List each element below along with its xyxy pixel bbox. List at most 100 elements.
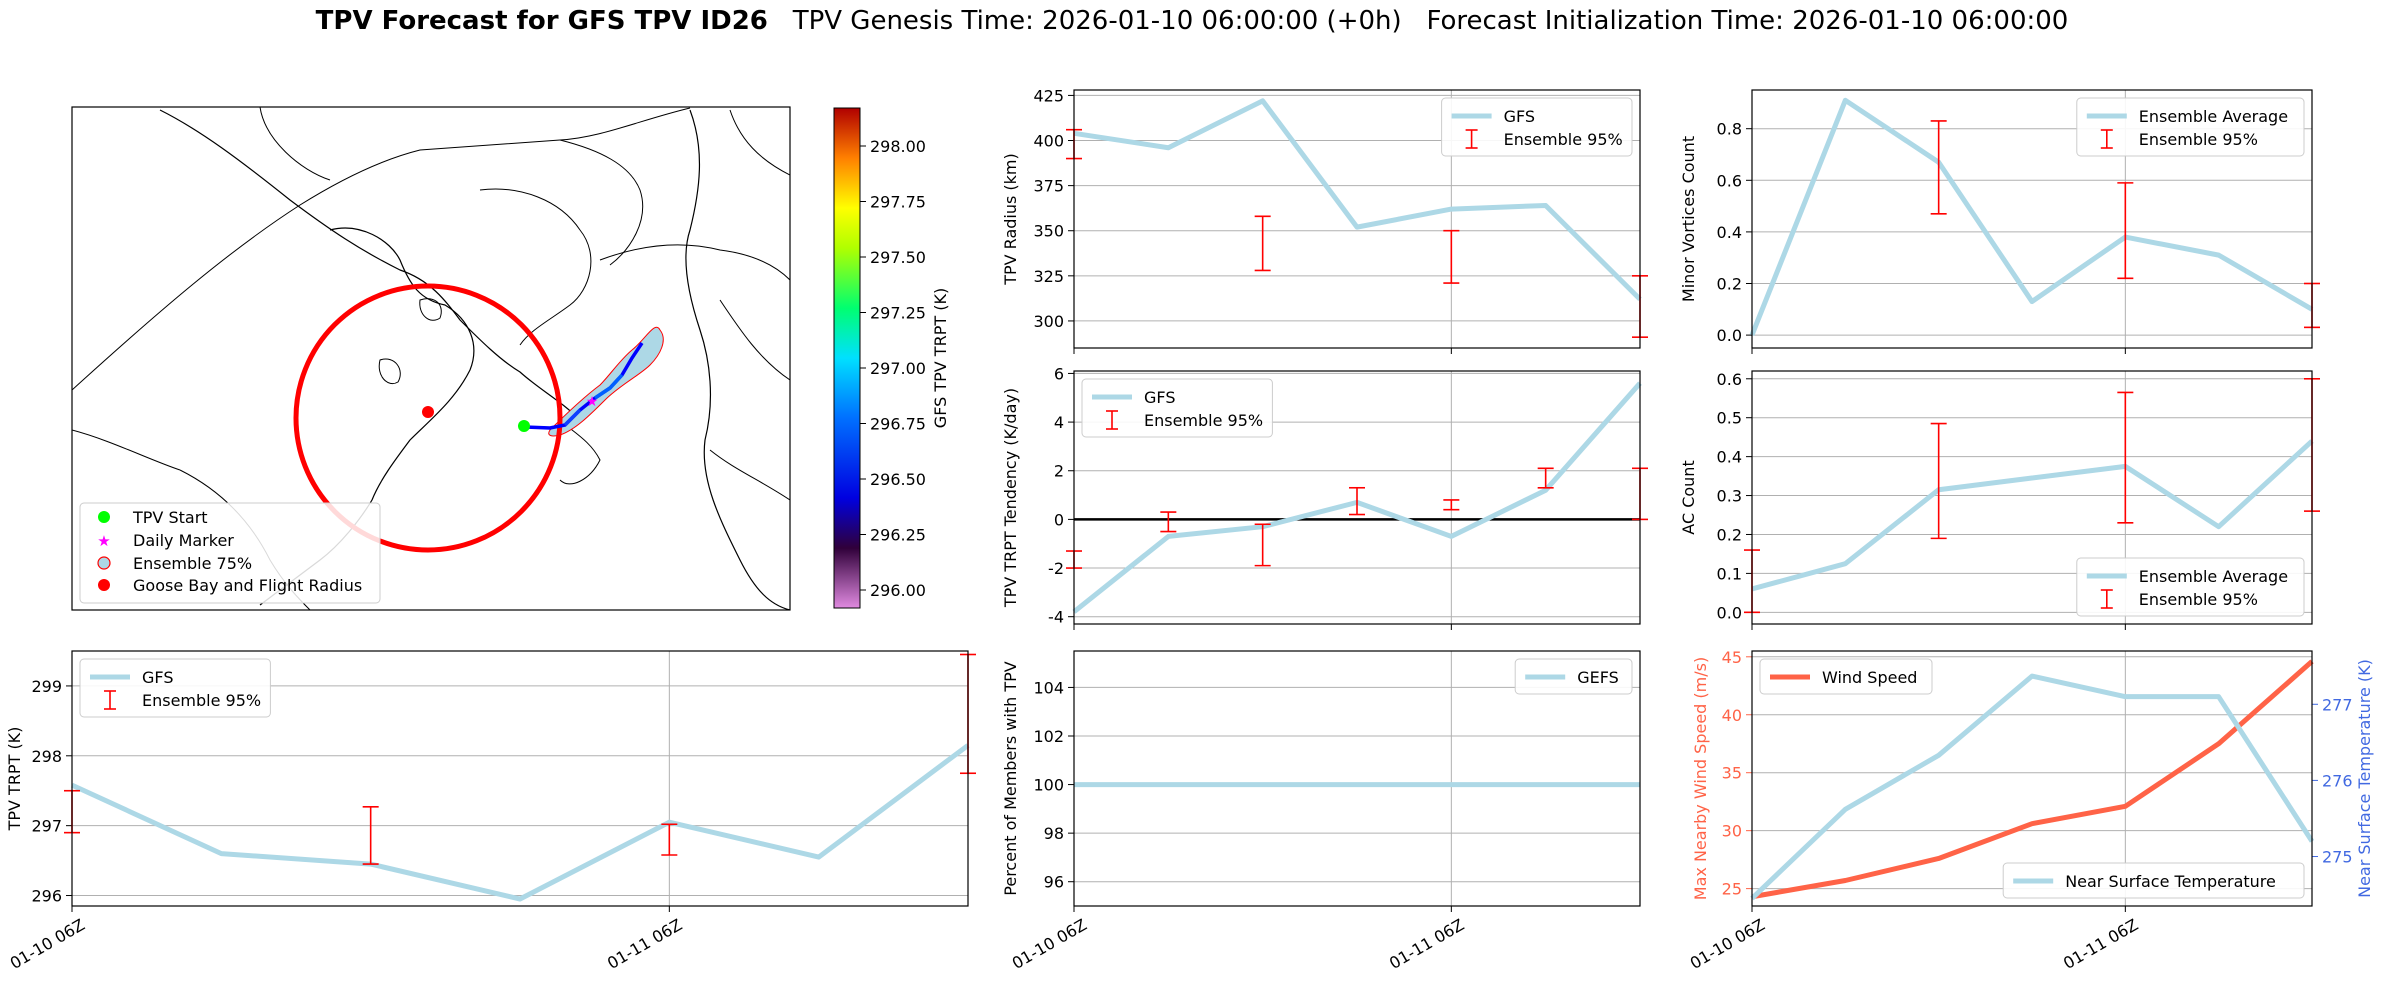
axes-frame (1751, 370, 2313, 625)
legend-label: GFS (1504, 107, 1535, 126)
map-coastlines (72, 107, 790, 610)
legend-label: Ensemble 95% (2139, 590, 2258, 609)
errorbar (1930, 422, 1947, 540)
y-right-tick-label: 275 (2322, 848, 2353, 867)
y-tick-label: 298 (31, 747, 62, 766)
y-tick-label: 100 (1033, 776, 1064, 795)
y-tick-label: 0.2 (1717, 275, 1742, 294)
y-tick-label: 325 (1033, 267, 1064, 286)
tpv-track-segment (594, 373, 624, 400)
y-tick-label: 0.4 (1717, 223, 1742, 242)
legend-label: Wind Speed (1822, 668, 1917, 687)
y-axis-label: TPV TRPT (K) (5, 727, 24, 832)
map-legend-label: Ensemble 75% (133, 554, 252, 573)
legend-label: Near Surface Temperature (2065, 872, 2276, 891)
map-legend-box (79, 502, 381, 604)
legend-label: GEFS (1577, 668, 1619, 687)
map-legend-label: Goose Bay and Flight Radius (133, 576, 362, 595)
y-axis-label: AC Count (1679, 460, 1698, 534)
colorbar-ticks: 298.00 297.75 297.50 297.25 297.00 296.75 296.… (860, 137, 926, 600)
y-tick-label: 0.3 (1717, 487, 1742, 506)
y-tick-label: 0.6 (1717, 171, 1742, 190)
legend-label: Ensemble Average (2139, 567, 2288, 586)
errorbar (661, 823, 678, 856)
chart-trpt: 299 298 297 296 TPV TRPT (K) 01-10 06Z 01-11 0… (5, 650, 976, 973)
legend-start-icon (98, 511, 110, 523)
x-tick-label: 01-11 06Z (604, 915, 685, 973)
chart-legend: Wind Speed (1759, 658, 1933, 695)
y-tick-label: 350 (1033, 222, 1064, 241)
colorbar-tick-label: 296.50 (870, 470, 926, 489)
y-tick-label: 0 (1054, 510, 1064, 529)
x-tick-label: 01-10 06Z (1687, 915, 1768, 973)
series-line (1751, 659, 2314, 900)
colorbar-tick-label: 296.25 (870, 526, 926, 545)
y-tick-label: 0.5 (1717, 409, 1742, 428)
axes-frame (1751, 89, 2313, 349)
y-tick-label: 0.8 (1717, 120, 1742, 139)
series-line (1073, 98, 1642, 302)
chart-legend: GFS Ensemble 95% (1441, 97, 1633, 157)
chart-legend: GFS Ensemble 95% (1081, 378, 1273, 438)
y-tick-label: 0.4 (1717, 448, 1742, 467)
colorbar (833, 107, 861, 609)
y-tick-label: 0.0 (1717, 603, 1742, 622)
legend-errorbar-icon (2100, 589, 2113, 609)
series-line (70, 743, 970, 902)
chart-legend: Near Surface Temperature (2002, 862, 2305, 899)
series-line (1749, 97, 2314, 337)
y-tick-label: 0.1 (1717, 564, 1742, 583)
chart-tendency: 6 4 2 0 -2 -4 TPV TRPT Tendency (K/day) GFS Ense… (1001, 364, 1648, 630)
axes-frame (1073, 370, 1641, 625)
y-right-tick-label: 276 (2322, 771, 2353, 790)
x-tick-label: 01-11 06Z (2060, 915, 2141, 973)
series-line (1751, 439, 2314, 592)
legend-label: Ensemble 95% (2139, 130, 2258, 149)
y-tick-label: 4 (1054, 413, 1064, 432)
chart-legend: GFS Ensemble 95% (79, 658, 271, 718)
errorbar (1537, 467, 1554, 489)
y-tick-label: 45 (1722, 648, 1742, 667)
y-tick-label: 400 (1033, 132, 1064, 151)
y-tick-label: 40 (1722, 706, 1742, 725)
legend-label: Ensemble Average (2139, 107, 2288, 126)
figure-title: TPV Forecast for GFS TPV ID26 TPV Genesi… (0, 6, 2384, 36)
y-tick-label: 425 (1033, 86, 1064, 105)
chart-ac_count: 0.6 0.5 0.4 0.3 0.2 0.1 0.0 AC Count Ensemble Av… (1679, 370, 2320, 630)
y-tick-label: 296 (31, 887, 62, 906)
map-legend: TPV Start ★ Daily Marker Ensemble 75% Go… (79, 502, 381, 604)
y-tick-label: -2 (1048, 559, 1064, 578)
colorbar-tick-label: 297.50 (870, 248, 926, 267)
colorbar-tick-label: 297.25 (870, 304, 926, 323)
title-rest: TPV Genesis Time: 2026-01-10 06:00:00 (+… (792, 6, 2069, 36)
errorbar (362, 805, 379, 865)
chart-wind_temp: 45 40 35 30 25 Max Nearby Wind Speed (m/s) 01-… (1687, 648, 2374, 973)
chart-legend: GEFS (1514, 658, 1633, 695)
axes-frame (71, 650, 969, 907)
errorbar (1443, 229, 1460, 284)
x-tick-label: 01-11 06Z (1386, 915, 1467, 973)
y-tick-label: 300 (1033, 312, 1064, 331)
y-tick-label: 2 (1054, 462, 1064, 481)
y-tick-label: 98 (1044, 824, 1064, 843)
daily-marker: ★ (586, 394, 599, 410)
errorbar (2117, 391, 2134, 524)
tpv-track-segment (563, 408, 582, 427)
y-tick-label: 35 (1722, 764, 1742, 783)
chart-percent_members: 104 102 100 98 96 Percent of Members with TPV… (1001, 650, 1641, 973)
legend-errorbar-icon (1106, 410, 1118, 430)
errorbar (2117, 182, 2134, 280)
axes-frame (1751, 650, 2313, 907)
errorbar (1443, 499, 1460, 511)
chart-legend: Ensemble Average Ensemble 95% (2076, 97, 2305, 157)
y-axis-label: Minor Vortices Count (1679, 136, 1698, 302)
legend-star-icon: ★ (97, 532, 110, 550)
y-tick-label: 0.0 (1717, 326, 1742, 345)
map-legend-label: TPV Start (132, 508, 208, 527)
y-tick-label: 6 (1054, 364, 1064, 383)
y-tick-label: 299 (31, 677, 62, 696)
legend-label: GFS (142, 668, 173, 687)
y-right-tick-label: 277 (2322, 695, 2353, 714)
